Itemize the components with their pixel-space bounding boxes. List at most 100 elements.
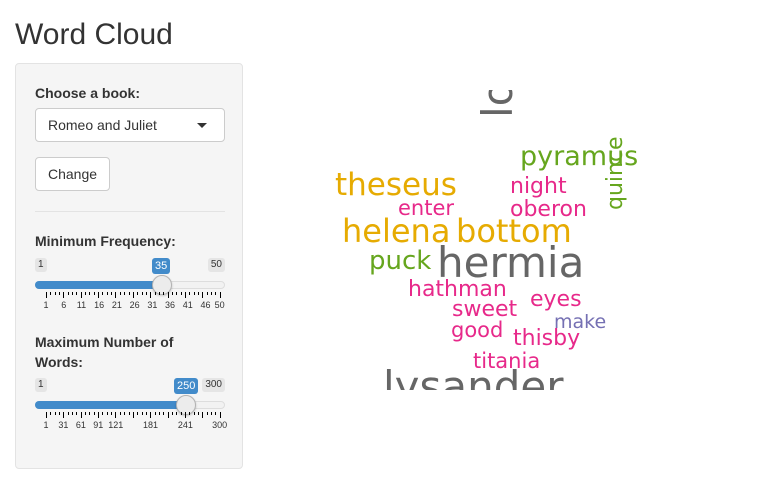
divider	[35, 211, 225, 212]
slider-tick	[106, 412, 108, 415]
slider-tick	[115, 412, 117, 418]
slider-tick	[141, 292, 143, 295]
cloud-word-theseus: theseus	[335, 167, 457, 203]
slider-tick	[67, 412, 69, 415]
cloud-word-eyes: eyes	[530, 287, 582, 312]
slider-tick	[72, 292, 74, 295]
slider-tick	[63, 292, 65, 298]
slider-tick	[154, 292, 156, 295]
slider-tick	[141, 412, 143, 415]
slider-tick	[158, 412, 160, 415]
slider-tick-label: 16	[94, 300, 105, 310]
slider-tick-label: 6	[61, 300, 67, 310]
slider-tick	[206, 292, 208, 295]
slider-ticks: 1 6 11 16 21 26 31 36 41 46 50	[35, 292, 225, 312]
cloud-word-hathman: hathman	[408, 277, 507, 302]
slider-tick	[202, 292, 204, 298]
slider-tick	[102, 412, 104, 415]
book-select-value: Romeo and Juliet	[48, 117, 157, 133]
slider-tick	[119, 412, 121, 415]
slider-tick	[167, 292, 169, 298]
cloud-word-thisby: thisby	[513, 326, 581, 351]
slider-tick-label: 121	[108, 420, 124, 430]
slider-tick	[128, 292, 130, 295]
min-frequency-slider[interactable]: 1 50 35 1 6 11 16 21 26 31 36 41 46 50	[35, 258, 225, 324]
chevron-down-icon	[197, 123, 207, 128]
slider-tick	[128, 412, 130, 415]
slider-tick	[163, 412, 165, 415]
slider-tick	[132, 292, 134, 298]
slider-tick	[89, 412, 91, 415]
slider-tick	[59, 292, 61, 295]
slider-tick	[89, 292, 91, 295]
slider-tick	[167, 412, 169, 418]
slider-tick	[197, 292, 199, 295]
slider-tick	[193, 292, 195, 295]
slider-tick	[215, 412, 217, 415]
slider-tick	[54, 292, 56, 295]
change-button[interactable]: Change	[35, 157, 110, 191]
slider-tick	[111, 412, 113, 415]
cloud-word-bottom: bottom	[456, 212, 572, 250]
slider-max-value: 50	[207, 258, 225, 272]
slider-tick-label: 31	[147, 300, 158, 310]
slider-tick	[137, 412, 139, 415]
slider-tick	[46, 292, 47, 298]
slider-tick	[72, 412, 74, 415]
cloud-word-titania: titania	[473, 349, 541, 373]
slider-tick	[176, 292, 178, 295]
slider-tick	[50, 292, 52, 295]
slider-tick-label: 46	[200, 300, 211, 310]
cloud-word-sweet: sweet	[452, 297, 518, 322]
slider-tick	[137, 292, 139, 295]
slider-tick	[211, 412, 212, 415]
slider-tick	[132, 412, 134, 418]
slider-tick	[98, 412, 100, 418]
slider-tick	[85, 292, 87, 295]
slider-tick	[124, 292, 126, 295]
slider-tick-label: 1	[43, 420, 49, 430]
cloud-word-enter: enter	[398, 196, 455, 220]
cloud-word-helena: helena	[342, 212, 451, 250]
slider-tick-label: 241	[177, 420, 193, 430]
slider-ticks: 1 31 61 91 121 181 241 300	[35, 412, 227, 432]
slider-tick	[102, 292, 104, 295]
slider-tick-label: 31	[58, 420, 69, 430]
slider-tick	[211, 292, 212, 295]
slider-tick	[93, 412, 95, 415]
slider-tick-label: 26	[129, 300, 140, 310]
slider-current-value: 250	[174, 378, 199, 394]
slider-tick	[50, 412, 52, 415]
slider-tick	[63, 412, 65, 418]
slider-fill	[35, 401, 186, 409]
slider-tick	[197, 412, 199, 415]
slider-tick	[171, 292, 173, 295]
max-words-slider[interactable]: 1 300 250 1 31 61 91 121 181 241 300	[35, 378, 227, 444]
cloud-word-pyramus: pyramus	[520, 141, 639, 172]
slider-tick	[124, 412, 126, 415]
slider-tick-label: 1	[43, 300, 49, 310]
slider-tick	[215, 292, 217, 295]
slider-tick	[93, 292, 95, 295]
book-select[interactable]: Romeo and Juliet	[35, 108, 225, 142]
slider-tick	[67, 292, 69, 295]
cloud-word-night: night	[510, 174, 567, 199]
slider-handle[interactable]	[176, 395, 196, 415]
slider-tick	[76, 412, 78, 415]
slider-tick	[76, 292, 78, 295]
slider-tick	[189, 292, 191, 295]
slider-tick-label: 11	[76, 300, 87, 310]
slider-tick	[176, 412, 178, 415]
slider-min-value: 1	[35, 258, 47, 272]
slider-tick	[115, 292, 117, 298]
cloud-word-oberon: oberon	[510, 197, 587, 222]
slider-handle[interactable]	[152, 275, 172, 295]
slider-tick	[202, 412, 204, 418]
slider-tick	[145, 412, 147, 415]
slider-tick	[219, 292, 221, 298]
min-frequency-label: Minimum Frequency:	[35, 233, 176, 249]
sidebar-panel: Choose a book: Romeo and Juliet Change M…	[15, 63, 243, 469]
slider-tick	[163, 292, 165, 295]
slider-tick	[54, 412, 56, 415]
max-words-label-line1: Maximum Number of	[35, 334, 174, 350]
